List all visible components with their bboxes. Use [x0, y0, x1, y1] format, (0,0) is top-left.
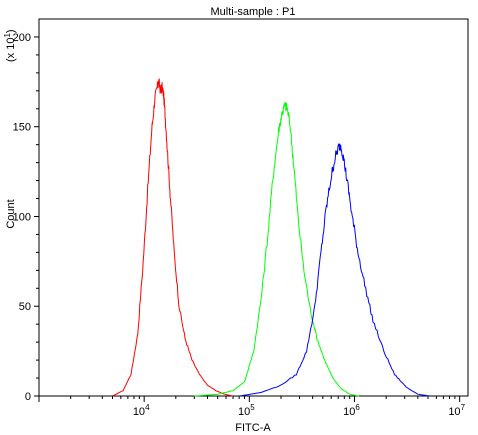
y-scale-suffix: )	[5, 29, 17, 33]
x-axis-title: FITC-A	[235, 422, 271, 434]
y-scale-exponent: 1	[3, 33, 12, 38]
x-tick-label: 104	[133, 403, 150, 418]
x-tick-label: 107	[448, 403, 465, 418]
series-line-2	[194, 102, 359, 397]
y-tick-label: 150	[13, 122, 31, 134]
y-scale-note: (x 101)	[3, 29, 17, 62]
series-line-1	[112, 78, 234, 397]
series-layer	[112, 78, 430, 397]
x-axis: 104 105 106 107	[38, 396, 466, 418]
plot-frame	[38, 18, 469, 397]
y-tick-label: 50	[19, 301, 31, 313]
svg-text:(x 101): (x 101)	[3, 29, 17, 62]
y-axis-title: Count	[5, 199, 17, 228]
y-axis: 0 50 100 150 200	[13, 32, 39, 403]
x-tick-label: 106	[343, 403, 360, 418]
y-tick-label: 100	[13, 211, 31, 223]
y-scale-prefix: (x 10	[5, 38, 17, 62]
x-tick-label: 105	[238, 403, 255, 418]
series-line-3	[239, 143, 430, 397]
y-tick-label: 0	[25, 391, 31, 403]
chart-title: Multi-sample : P1	[211, 6, 296, 18]
y-tick-label: 200	[13, 32, 31, 44]
